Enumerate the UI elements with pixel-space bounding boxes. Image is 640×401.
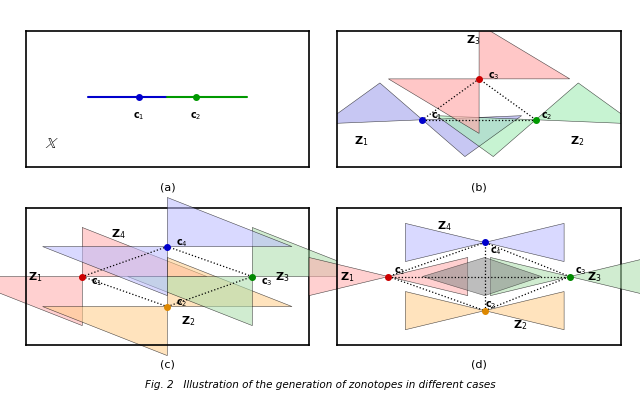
Text: $\mathbf{c}_4$: $\mathbf{c}_4$ (176, 236, 188, 248)
Text: $\mathbf{c}_1$: $\mathbf{c}_1$ (91, 275, 102, 288)
Text: $\mathbf{c}_3$: $\mathbf{c}_3$ (575, 265, 587, 277)
Text: $\mathbf{Z}_2$: $\mathbf{Z}_2$ (513, 318, 527, 331)
Text: $\mathbf{Z}_3$: $\mathbf{Z}_3$ (275, 270, 289, 284)
Text: $\mathbf{Z}_1$: $\mathbf{Z}_1$ (28, 270, 43, 284)
Text: $\mathbf{c}_1$: $\mathbf{c}_1$ (394, 265, 406, 277)
Text: $\mathbf{Z}_1$: $\mathbf{Z}_1$ (340, 270, 355, 284)
Text: $\mathbf{Z}_2$: $\mathbf{Z}_2$ (570, 134, 584, 148)
Polygon shape (422, 258, 541, 296)
Text: $\mathbf{c}_2$: $\mathbf{c}_2$ (190, 109, 202, 122)
Text: $\mathbf{c}_3$: $\mathbf{c}_3$ (488, 70, 499, 82)
Text: $\mathbf{c}_1$: $\mathbf{c}_1$ (133, 109, 145, 122)
Text: $\mathbf{Z}_2$: $\mathbf{Z}_2$ (182, 314, 196, 327)
Text: (c): (c) (160, 358, 175, 369)
Text: $\mathbf{Z}_4$: $\mathbf{Z}_4$ (111, 227, 125, 240)
Polygon shape (436, 84, 635, 157)
Polygon shape (490, 258, 640, 296)
Text: $\mathbb{X}$: $\mathbb{X}$ (45, 136, 60, 150)
Text: $\mathbf{c}_2$: $\mathbf{c}_2$ (484, 299, 496, 310)
Polygon shape (405, 292, 564, 330)
Text: $\mathbf{c}_1$: $\mathbf{c}_1$ (431, 110, 442, 122)
Text: (b): (b) (471, 182, 487, 192)
Text: Fig. 2   Illustration of the generation of zonotopes in different cases: Fig. 2 Illustration of the generation of… (145, 379, 495, 389)
Text: $\mathbf{c}_4$: $\mathbf{c}_4$ (490, 244, 502, 256)
Text: (d): (d) (471, 358, 487, 369)
Text: $\mathbf{c}_2$: $\mathbf{c}_2$ (541, 110, 553, 122)
Polygon shape (309, 258, 468, 296)
Text: $\mathbf{Z}_3$: $\mathbf{Z}_3$ (587, 270, 601, 284)
Polygon shape (127, 228, 377, 326)
Polygon shape (405, 224, 564, 262)
Polygon shape (43, 258, 292, 356)
Polygon shape (0, 228, 207, 326)
Polygon shape (388, 25, 570, 134)
Text: $\mathbf{c}_3$: $\mathbf{c}_3$ (261, 275, 273, 288)
Polygon shape (43, 198, 292, 296)
Text: $\mathbf{c}_2$: $\mathbf{c}_2$ (176, 296, 188, 308)
Text: (a): (a) (159, 182, 175, 192)
Text: $\mathbf{Z}_1$: $\mathbf{Z}_1$ (355, 134, 369, 148)
Text: $\mathbf{Z}_3$: $\mathbf{Z}_3$ (466, 33, 481, 47)
Polygon shape (323, 84, 522, 157)
Text: $\mathbf{Z}_4$: $\mathbf{Z}_4$ (436, 218, 451, 232)
